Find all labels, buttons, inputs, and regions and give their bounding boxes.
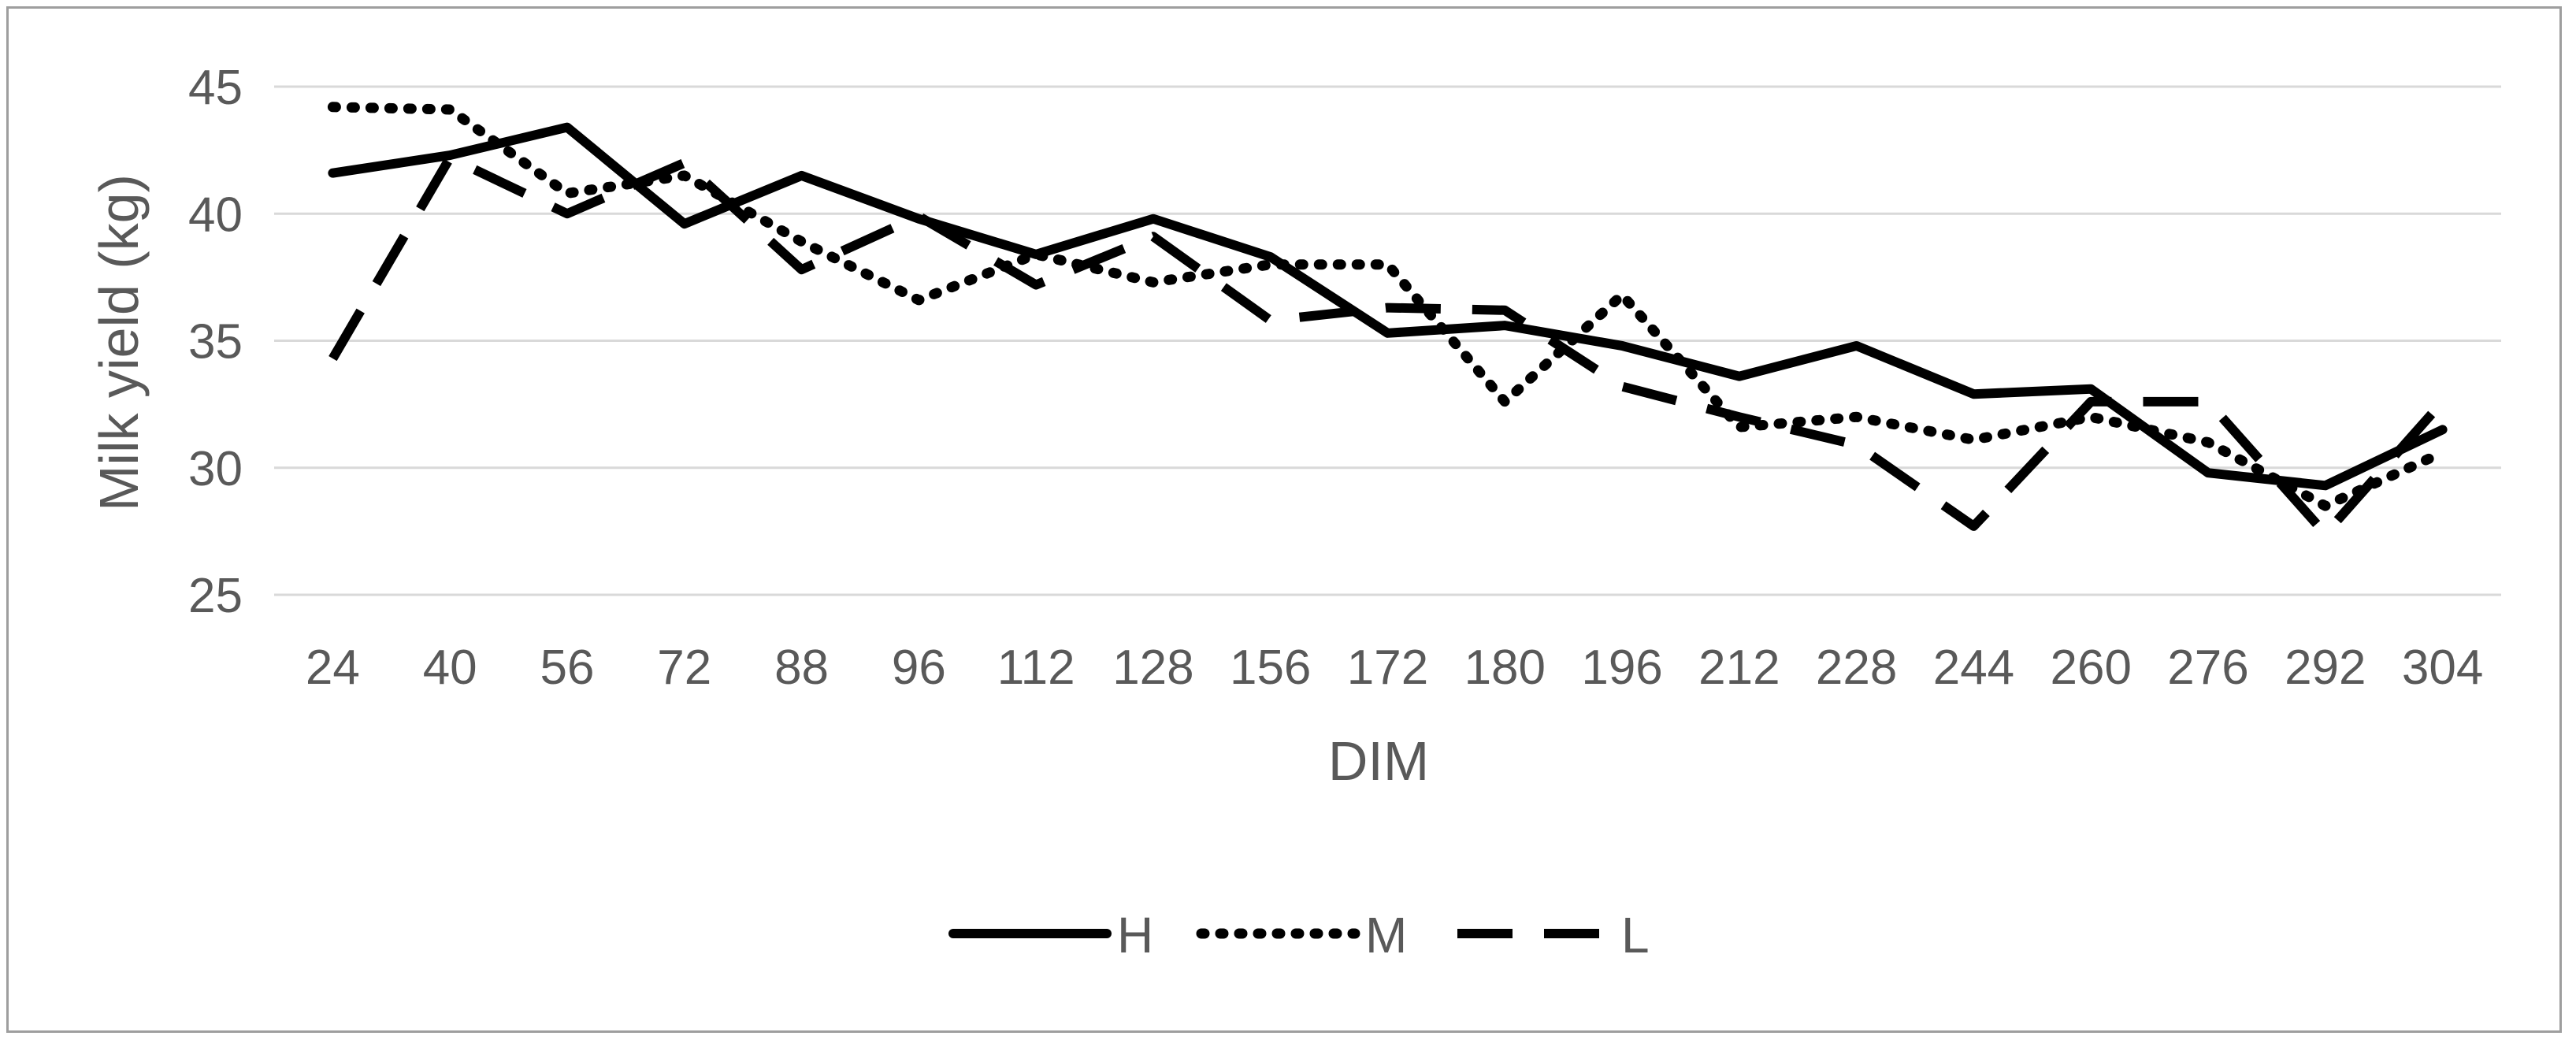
x-tick-label: 56 <box>540 640 594 695</box>
series-line-M <box>327 102 2448 511</box>
y-axis-ticks: 25 30 35 40 45 <box>188 61 243 623</box>
series-line-H <box>328 122 2448 491</box>
x-axis-title: DIM <box>1328 730 1429 792</box>
x-tick-label: 180 <box>1464 640 1546 695</box>
x-tick-label: 172 <box>1347 640 1428 695</box>
legend-label-M: M <box>1365 907 1407 963</box>
x-axis-ticks: 24 40 56 72 88 96 112 128 156 172 180 196 212 228 244 2… <box>306 640 2483 695</box>
x-tick-label: 292 <box>2285 640 2366 695</box>
x-tick-label: 260 <box>2051 640 2132 695</box>
x-tick-label: 212 <box>1698 640 1780 695</box>
x-tick-label: 96 <box>892 640 946 695</box>
series-lines <box>327 102 2448 539</box>
x-tick-label: 276 <box>2167 640 2248 695</box>
x-tick-label: 112 <box>997 640 1075 695</box>
x-tick-label: 128 <box>1112 640 1193 695</box>
y-tick-label: 30 <box>188 442 243 496</box>
x-tick-label: 228 <box>1816 640 1897 695</box>
x-tick-label: 196 <box>1581 640 1662 695</box>
gridlines <box>274 85 2501 596</box>
y-tick-label: 45 <box>188 61 243 115</box>
y-tick-label: 40 <box>188 187 243 242</box>
y-tick-label: 25 <box>188 569 243 623</box>
x-tick-label: 304 <box>2402 640 2483 695</box>
legend-label-H: H <box>1117 907 1153 963</box>
y-axis-title: Milk yield (kg) <box>88 174 150 511</box>
legend-label-L: L <box>1621 907 1650 963</box>
x-tick-label: 156 <box>1230 640 1311 695</box>
chart-frame <box>6 6 2562 1033</box>
x-tick-label: 88 <box>774 640 829 695</box>
series-line-L <box>328 153 2447 539</box>
y-tick-label: 35 <box>188 315 243 369</box>
x-tick-label: 72 <box>657 640 711 695</box>
x-tick-label: 244 <box>1933 640 2014 695</box>
x-tick-label: 40 <box>423 640 477 695</box>
x-tick-label: 24 <box>306 640 360 695</box>
